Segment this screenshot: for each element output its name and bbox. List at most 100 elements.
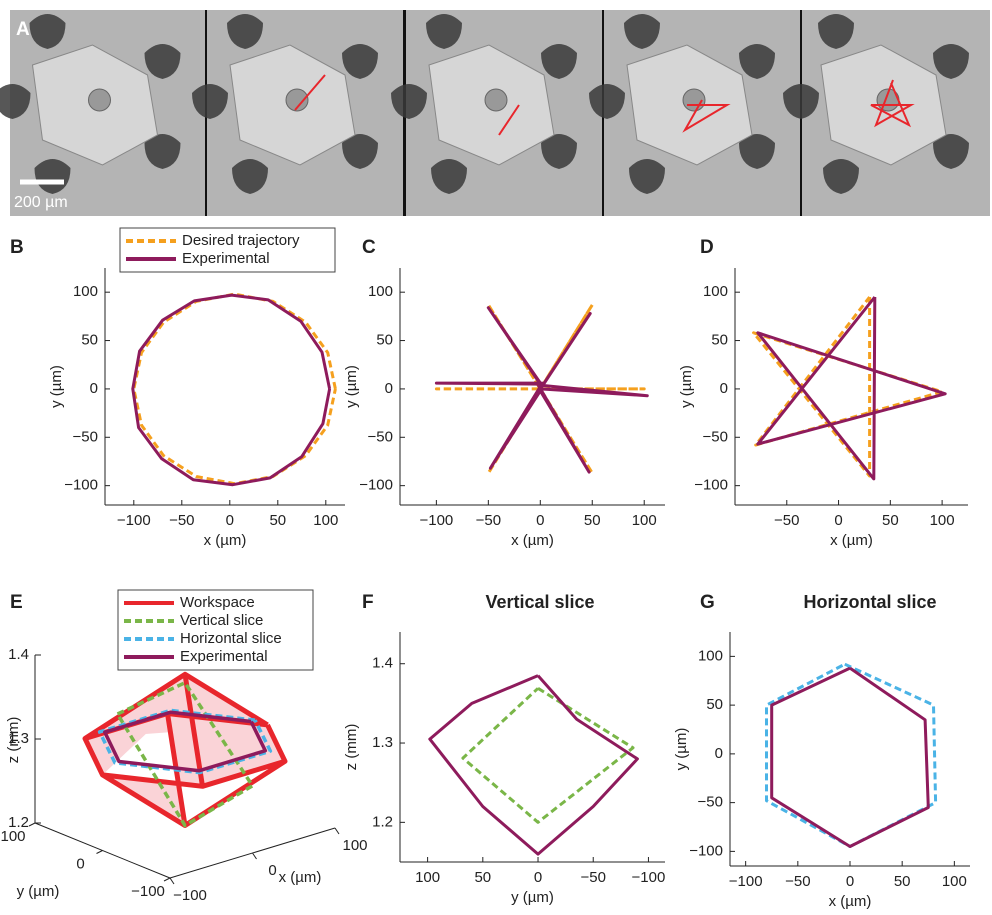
panel-label: D [700, 237, 714, 258]
y-tick-label: 50 [706, 696, 723, 713]
y-tick-label: 1.3 [372, 734, 393, 751]
x-tick-label: 0 [268, 862, 276, 879]
y-axis-label: y (µm) [673, 728, 690, 771]
y-tick-label: −100 [131, 883, 165, 900]
x-tick-label: 100 [415, 869, 440, 886]
y-tick-label: −100 [694, 477, 728, 494]
y-axis-label: y (µm) [678, 365, 695, 408]
panel-label: B [10, 237, 24, 258]
x-tick-label: 100 [313, 512, 338, 529]
scale-bar-label: 200 µm [14, 194, 68, 211]
y-tick-label: 100 [698, 647, 723, 664]
x-tick-label: −50 [785, 873, 810, 890]
y-axis-label: z (mm) [343, 724, 360, 771]
legend-label: Experimental [180, 648, 268, 665]
y-tick-label: −50 [368, 428, 393, 445]
x-axis-label: x (µm) [279, 869, 322, 886]
x-axis-label: x (µm) [204, 532, 247, 549]
y-tick [97, 851, 103, 854]
panel-label: G [700, 592, 715, 613]
y-tick [29, 823, 35, 826]
panel-label: E [10, 592, 23, 613]
x-tick-label: 50 [882, 512, 899, 529]
y-tick-label: 50 [81, 332, 98, 349]
y-tick [164, 878, 170, 881]
y-axis-label: y (µm) [48, 365, 65, 408]
series-line [772, 668, 929, 846]
x-tick-label: −50 [581, 869, 606, 886]
x-tick-label: −100 [117, 512, 151, 529]
series-line [463, 688, 633, 822]
y-tick-label: 50 [376, 332, 393, 349]
x-tick-label: −100 [173, 887, 207, 904]
x-tick-label: −50 [774, 512, 799, 529]
panel-label: F [362, 592, 374, 613]
x-tick-label: −100 [632, 869, 666, 886]
legend-label: Horizontal slice [180, 630, 282, 647]
x-axis-label: x (µm) [511, 532, 554, 549]
legend-label: Workspace [180, 594, 255, 611]
y-tick-label: 0 [90, 380, 98, 397]
series-line [767, 664, 936, 846]
y-tick-label: −50 [698, 794, 723, 811]
panel-a-photos [0, 10, 990, 216]
y-tick-label: 0 [76, 855, 84, 872]
x-axis-label: y (µm) [511, 889, 554, 906]
bead [89, 89, 111, 111]
z-tick-label: 1.4 [8, 646, 29, 663]
y-tick-label: 1.4 [372, 655, 393, 672]
x-tick-label: 100 [632, 512, 657, 529]
chart-title: Horizontal slice [803, 592, 936, 612]
legend-label: Vertical slice [180, 612, 263, 629]
y-tick-label: 50 [711, 332, 728, 349]
x-tick-label: 100 [342, 837, 367, 854]
x-axis-label: x (µm) [830, 532, 873, 549]
x-tick-label: 0 [534, 869, 542, 886]
y-tick-label: 0 [720, 380, 728, 397]
y-tick-label: 100 [368, 283, 393, 300]
x-tick-label: 0 [834, 512, 842, 529]
x-tick-label: −50 [169, 512, 194, 529]
y-tick-label: 0 [385, 380, 393, 397]
y-tick-label: 0 [715, 745, 723, 762]
z-axis-label: z (mm) [5, 717, 22, 764]
series-line [134, 294, 336, 484]
x-tick [253, 853, 257, 859]
x-tick-label: 100 [930, 512, 955, 529]
x-tick-label: −50 [476, 512, 501, 529]
x-tick-label: 100 [942, 873, 967, 890]
y-axis-label: y (µm) [17, 883, 60, 900]
y-tick-label: −100 [359, 477, 393, 494]
figure: A 200 µm −100 −50 0 50 100 −100 −50 0 50 100 x (µm… [0, 0, 992, 915]
x-tick [170, 878, 174, 884]
x-tick-label: 0 [226, 512, 234, 529]
series-line [430, 676, 638, 855]
x-tick-label: 0 [536, 512, 544, 529]
chart-title: Vertical slice [485, 592, 594, 612]
x-tick-label: 50 [474, 869, 491, 886]
x-tick-label: 50 [584, 512, 601, 529]
panel-label: A [16, 19, 30, 40]
y-tick-label: 100 [73, 283, 98, 300]
series-line [754, 297, 943, 476]
x-tick-label: 50 [269, 512, 286, 529]
series-line [758, 297, 945, 479]
y-tick-label: 1.2 [372, 813, 393, 830]
x-tick-label: 0 [846, 873, 854, 890]
x-tick-label: −100 [419, 512, 453, 529]
x-axis-label: x (µm) [829, 893, 872, 910]
y-tick-label: −100 [64, 477, 98, 494]
legend-label: Experimental [182, 250, 270, 267]
panel-label: C [362, 237, 376, 258]
bead [485, 89, 507, 111]
y-tick-label: −50 [703, 428, 728, 445]
x-tick-label: 50 [894, 873, 911, 890]
x-tick-label: −100 [729, 873, 763, 890]
z-tick-label: 1.2 [8, 814, 29, 831]
y-tick-label: −100 [689, 842, 723, 859]
x-tick [335, 828, 339, 834]
y-tick-label: −50 [73, 428, 98, 445]
y-tick-label: 100 [703, 283, 728, 300]
y-axis-label: y (µm) [343, 365, 360, 408]
legend-label: Desired trajectory [182, 232, 300, 249]
